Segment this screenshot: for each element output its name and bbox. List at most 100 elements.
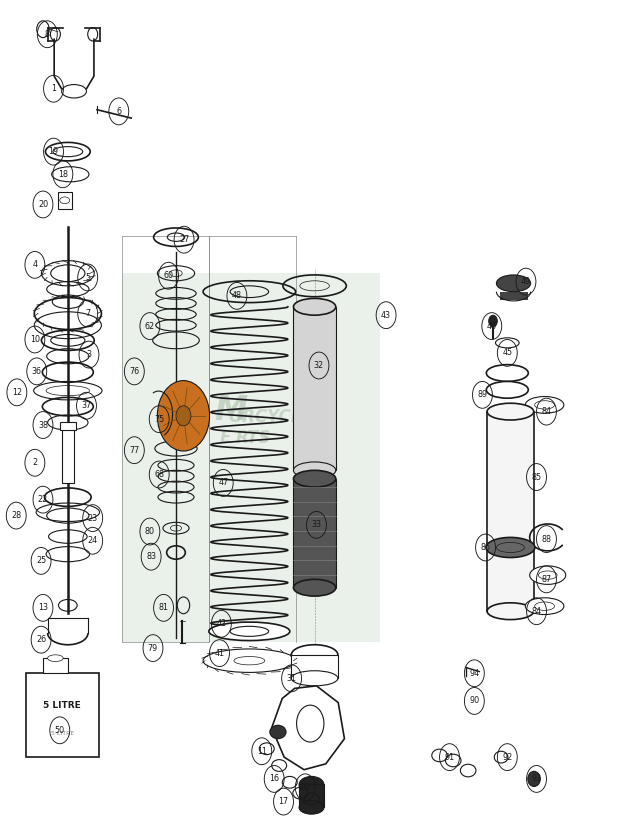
Bar <box>292 655 338 678</box>
Bar <box>299 784 324 807</box>
Ellipse shape <box>487 603 534 620</box>
Text: RTS: RTS <box>235 429 271 448</box>
Ellipse shape <box>293 298 336 315</box>
Text: 94: 94 <box>469 669 480 678</box>
Text: 6: 6 <box>117 107 121 116</box>
Ellipse shape <box>487 365 528 381</box>
Bar <box>500 291 528 300</box>
Ellipse shape <box>270 725 286 738</box>
Text: E: E <box>219 429 231 448</box>
Text: 46: 46 <box>487 322 497 331</box>
Ellipse shape <box>209 622 290 641</box>
Text: 77: 77 <box>129 446 140 454</box>
Text: 42: 42 <box>216 619 226 628</box>
Text: 92: 92 <box>502 753 513 762</box>
Ellipse shape <box>299 801 324 814</box>
Text: 41: 41 <box>214 648 224 658</box>
Circle shape <box>176 406 191 426</box>
FancyBboxPatch shape <box>58 192 72 208</box>
Text: 36: 36 <box>32 367 42 375</box>
Bar <box>43 659 68 674</box>
Text: 19: 19 <box>49 147 59 156</box>
Polygon shape <box>272 685 345 769</box>
Bar <box>487 412 534 612</box>
Text: 33: 33 <box>312 520 321 529</box>
Text: 86: 86 <box>480 543 490 552</box>
Text: 5 LITRE: 5 LITRE <box>50 731 74 736</box>
Bar <box>293 479 336 588</box>
Text: 81: 81 <box>159 603 169 612</box>
Text: 2: 2 <box>32 459 37 467</box>
Text: 88: 88 <box>541 534 551 543</box>
Text: 13: 13 <box>38 603 48 612</box>
Text: 8: 8 <box>45 29 50 39</box>
Text: 31: 31 <box>287 674 297 683</box>
Text: 1: 1 <box>51 84 56 93</box>
Text: 4: 4 <box>32 260 37 270</box>
Text: 5 LITRE: 5 LITRE <box>44 701 81 710</box>
Text: 45: 45 <box>502 349 512 357</box>
Text: 24: 24 <box>88 536 98 545</box>
Text: 30: 30 <box>300 783 310 792</box>
Text: 76: 76 <box>130 367 140 375</box>
Ellipse shape <box>292 645 338 665</box>
Circle shape <box>488 315 497 327</box>
Text: 7: 7 <box>85 309 90 318</box>
Text: 26: 26 <box>36 635 46 644</box>
Text: 23: 23 <box>88 513 98 522</box>
Text: 5: 5 <box>85 273 90 282</box>
Ellipse shape <box>292 671 338 685</box>
Circle shape <box>158 381 209 451</box>
Ellipse shape <box>47 655 63 662</box>
Text: 43: 43 <box>381 311 391 320</box>
Ellipse shape <box>487 403 534 420</box>
Text: 25: 25 <box>36 556 46 565</box>
Ellipse shape <box>525 598 564 615</box>
Text: 11: 11 <box>257 747 267 756</box>
Text: 84: 84 <box>531 606 541 616</box>
Ellipse shape <box>293 580 336 596</box>
Text: 27: 27 <box>179 235 189 244</box>
Text: 90: 90 <box>469 696 480 706</box>
Ellipse shape <box>525 396 564 413</box>
Text: 20: 20 <box>38 200 48 209</box>
Text: 85: 85 <box>531 473 541 481</box>
Text: 87: 87 <box>541 575 551 584</box>
Text: M: M <box>214 394 247 427</box>
Text: 84: 84 <box>541 407 551 416</box>
Text: 3: 3 <box>87 350 92 359</box>
Bar <box>62 426 74 483</box>
Text: 22: 22 <box>38 495 48 504</box>
Text: 16: 16 <box>269 774 279 784</box>
Text: ORCYCLE: ORCYCLE <box>228 407 313 426</box>
Text: 93: 93 <box>531 774 541 784</box>
Ellipse shape <box>299 776 324 793</box>
Bar <box>490 373 531 390</box>
Text: 18: 18 <box>58 170 68 179</box>
Text: 83: 83 <box>146 552 156 561</box>
Ellipse shape <box>528 771 540 786</box>
Text: 80: 80 <box>145 527 155 536</box>
Ellipse shape <box>497 275 531 291</box>
Text: 75: 75 <box>154 415 164 423</box>
Ellipse shape <box>62 85 87 98</box>
Ellipse shape <box>203 649 295 673</box>
Text: 48: 48 <box>232 291 242 301</box>
Text: 37: 37 <box>82 402 92 410</box>
Ellipse shape <box>530 566 566 585</box>
Ellipse shape <box>293 462 336 479</box>
Text: 60: 60 <box>163 271 174 281</box>
Ellipse shape <box>487 381 528 398</box>
Bar <box>26 674 99 757</box>
Text: 28: 28 <box>11 511 21 520</box>
Text: 32: 32 <box>314 361 324 370</box>
Text: 50: 50 <box>55 726 65 735</box>
Ellipse shape <box>486 538 535 558</box>
Text: 89: 89 <box>477 391 488 399</box>
Text: 79: 79 <box>148 643 158 653</box>
Text: 49: 49 <box>521 277 531 286</box>
Text: 91: 91 <box>444 753 455 762</box>
Text: 62: 62 <box>145 322 155 331</box>
Bar <box>122 273 380 643</box>
Text: 38: 38 <box>38 421 48 429</box>
